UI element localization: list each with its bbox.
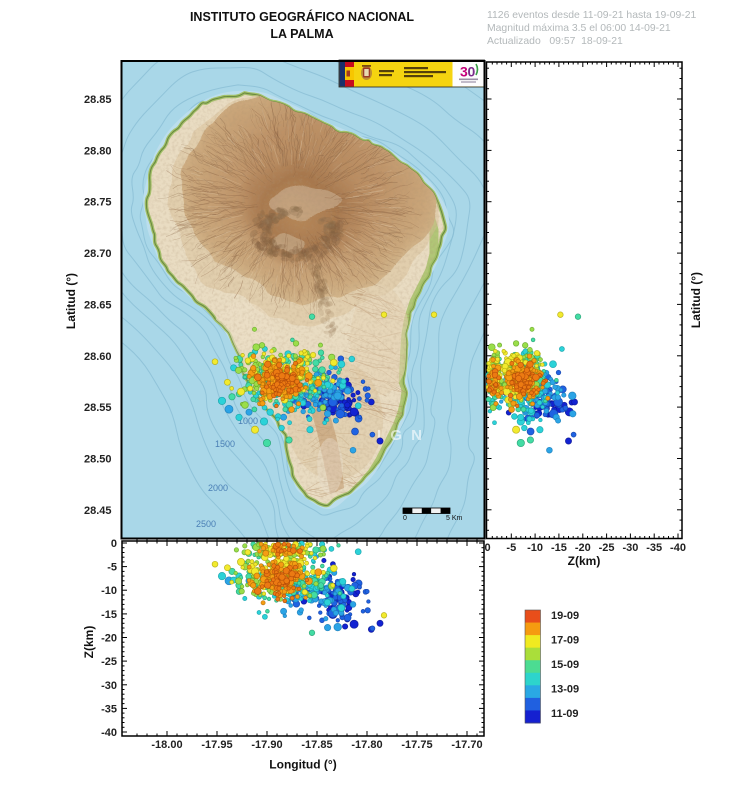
svg-text:28.55: 28.55	[84, 402, 112, 414]
svg-text:-17.95: -17.95	[201, 739, 232, 751]
svg-text:28.50: 28.50	[84, 454, 112, 466]
svg-text:-17.85: -17.85	[301, 739, 332, 751]
svg-text:2500: 2500	[196, 519, 216, 529]
svg-text:LA PALMA: LA PALMA	[270, 27, 333, 41]
svg-text:28.80: 28.80	[84, 145, 112, 157]
svg-text:-40: -40	[670, 542, 686, 554]
svg-text:19-09: 19-09	[551, 610, 579, 622]
svg-text:-30: -30	[101, 680, 117, 692]
svg-text:11-09: 11-09	[551, 708, 579, 720]
svg-text:-35: -35	[101, 703, 117, 715]
svg-text:Latitud (°): Latitud (°)	[689, 272, 703, 328]
svg-text:15-09: 15-09	[551, 659, 579, 671]
svg-text:I G N: I G N	[377, 427, 425, 444]
svg-text:Z(km): Z(km)	[82, 626, 96, 659]
svg-text:INSTITUTO GEOGRÁFICO NACIONAL: INSTITUTO GEOGRÁFICO NACIONAL	[190, 9, 414, 24]
svg-text:5 Km: 5 Km	[446, 515, 463, 522]
svg-text:1000: 1000	[238, 416, 258, 426]
svg-text:0: 0	[111, 538, 117, 550]
svg-text:28.45: 28.45	[84, 505, 112, 517]
svg-text:0: 0	[403, 515, 407, 522]
svg-text:2000: 2000	[208, 483, 228, 493]
svg-text:Z(km): Z(km)	[568, 554, 601, 568]
svg-text:13-09: 13-09	[551, 684, 579, 696]
svg-text:0: 0	[484, 542, 490, 554]
svg-text:1126 eventos desde 11-09-21 ha: 1126 eventos desde 11-09-21 hasta 19-09-…	[487, 10, 697, 21]
svg-text:28.70: 28.70	[84, 248, 112, 260]
svg-text:28.75: 28.75	[84, 197, 112, 209]
svg-text:Latitud (°): Latitud (°)	[64, 273, 78, 329]
svg-text:-17.90: -17.90	[251, 739, 282, 751]
svg-text:Actualizado 09:57 18-09-21: Actualizado 09:57 18-09-21	[487, 36, 623, 47]
svg-text:-20: -20	[101, 633, 117, 645]
svg-text:Longitud (°): Longitud (°)	[269, 758, 336, 772]
svg-text:-17.75: -17.75	[401, 739, 432, 751]
svg-text:-5: -5	[506, 542, 516, 554]
svg-text:-40: -40	[101, 727, 117, 739]
svg-text:28.65: 28.65	[84, 299, 112, 311]
svg-text:-25: -25	[101, 656, 117, 668]
svg-text:-18.00: -18.00	[151, 739, 182, 751]
svg-text:1500: 1500	[215, 439, 235, 449]
svg-text:-10: -10	[101, 585, 117, 597]
svg-text:17-09: 17-09	[551, 635, 579, 647]
svg-text:0: 0	[468, 64, 476, 80]
svg-text:-30: -30	[622, 542, 638, 554]
svg-text:-10: -10	[527, 542, 543, 554]
svg-text:-5: -5	[107, 562, 117, 574]
svg-text:-15: -15	[101, 609, 117, 621]
svg-text:-17.80: -17.80	[351, 739, 382, 751]
svg-text:Magnitud máxima 3.5 el 06:00 1: Magnitud máxima 3.5 el 06:00 14-09-21	[487, 23, 671, 34]
svg-text:3: 3	[460, 64, 468, 80]
svg-text:-25: -25	[599, 542, 615, 554]
svg-text:-17.70: -17.70	[451, 739, 482, 751]
svg-text:-15: -15	[551, 542, 567, 554]
svg-text:28.60: 28.60	[84, 351, 112, 363]
svg-text:-20: -20	[575, 542, 591, 554]
svg-text:28.85: 28.85	[84, 94, 112, 106]
svg-text:-35: -35	[646, 542, 662, 554]
